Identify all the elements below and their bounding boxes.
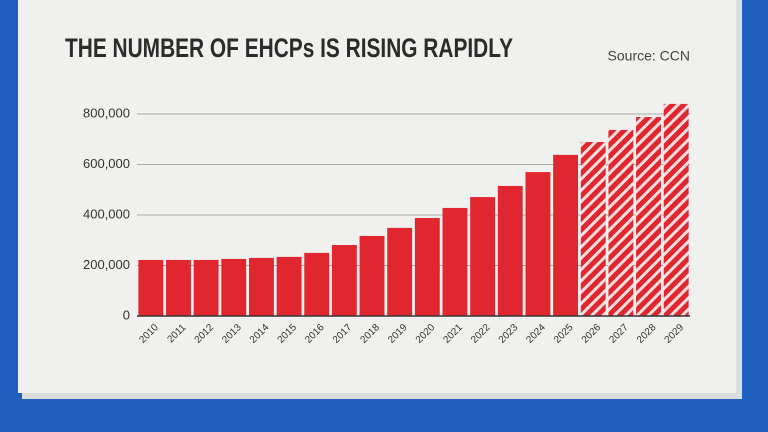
chart-title: THE NUMBER OF EHCPs IS RISING RAPIDLY [65, 33, 513, 63]
bar [221, 258, 247, 316]
bar [276, 256, 302, 316]
y-tick-label: 600,000 [83, 156, 130, 171]
bar [304, 252, 330, 316]
bar [636, 117, 661, 316]
bar [414, 218, 440, 316]
bar [553, 154, 579, 316]
bar [166, 259, 191, 316]
bar [193, 259, 219, 316]
bar [470, 197, 496, 316]
y-tick-label: 800,000 [83, 105, 130, 120]
bar [331, 245, 357, 316]
bar [387, 227, 413, 316]
bar [138, 259, 164, 316]
bar [248, 257, 274, 316]
bar [497, 185, 523, 316]
y-tick-label: 0 [123, 307, 130, 322]
bar [663, 103, 689, 317]
bar [525, 172, 551, 316]
bar [359, 235, 385, 316]
source: Source: CCN [608, 48, 690, 64]
y-tick-label: 200,000 [83, 257, 130, 272]
bar [580, 142, 606, 316]
bar [608, 129, 634, 316]
bar [442, 207, 468, 316]
y-tick-label: 400,000 [83, 206, 130, 221]
